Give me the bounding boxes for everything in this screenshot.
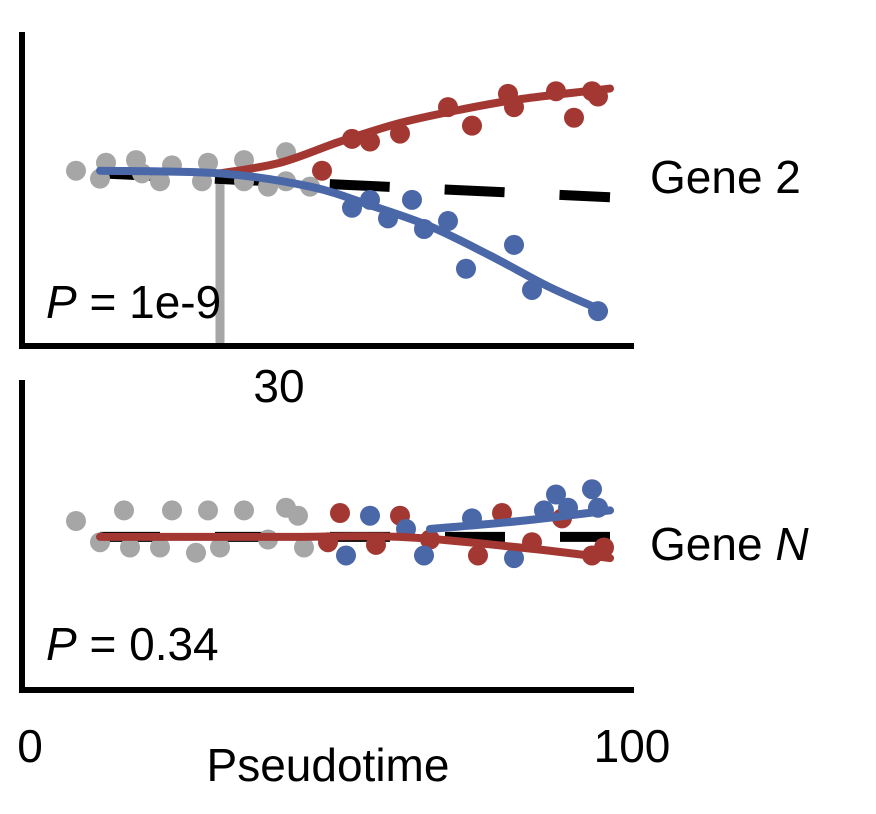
panel-1-blue-point-6	[456, 258, 476, 279]
panel-1-gray-point-5	[150, 171, 170, 192]
panel-2-blue-point-7	[546, 484, 566, 505]
panel-1-red-point-5	[462, 115, 482, 136]
panel-2-gray-point-5	[162, 500, 182, 521]
panel-2-gene-label: Gene N	[650, 518, 809, 570]
panel-2-gray-point-13	[294, 537, 314, 558]
x-axis-title: Pseudotime	[207, 739, 450, 791]
panel-1-red-point-9	[564, 107, 584, 128]
panel-2-blue-point-9	[582, 479, 602, 500]
panel-2-red-point-10	[594, 537, 614, 558]
panel-1-gray-point-8	[198, 152, 218, 173]
panel-2-blue-fit-line	[426, 506, 614, 533]
panel-2-blue-point-0	[336, 545, 356, 566]
panel-1-red-point-3	[390, 123, 410, 144]
x-axis-min-label: 0	[17, 720, 43, 772]
panel-2-gray-point-9	[234, 500, 254, 521]
panel-gene-2: Gene 2 P = 1e-9 30	[19, 32, 801, 412]
panel-1-p-value: P = 1e-9	[46, 276, 221, 328]
panel-2-blue-point-3	[414, 545, 434, 566]
panel-gene-n: Gene N P = 0.34	[19, 380, 809, 693]
panel-2-gray-point-3	[120, 537, 140, 558]
panel-1-gene-label: Gene 2	[650, 151, 801, 203]
panel-2-blue-point-5	[504, 548, 524, 569]
panel-1-blue-point-5	[438, 211, 458, 232]
panel-2-red-fit-line	[96, 532, 614, 563]
panel-1-red-fit-line	[216, 84, 614, 178]
branch-point-label: 30	[253, 360, 304, 412]
x-axis-max-label: 100	[594, 720, 671, 772]
panel-1-blue-fit-line	[96, 166, 608, 316]
panel-2-gray-point-4	[150, 537, 170, 558]
panel-2-red-point-6	[492, 503, 512, 524]
panel-1-marks	[66, 81, 614, 343]
panel-2-gray-point-2	[114, 500, 134, 521]
panel-2-blue-point-1	[360, 505, 380, 526]
panel-1-blue-point-3	[402, 189, 422, 210]
panel-1-red-point-0	[312, 160, 332, 181]
panel-2-red-point-5	[468, 545, 488, 566]
panel-2-marks	[66, 479, 614, 569]
panel-2-gray-point-7	[198, 500, 218, 521]
panel-2-red-point-1	[330, 503, 350, 524]
panel-1-blue-point-7	[504, 234, 524, 255]
panel-1-null-fit-line	[99, 168, 611, 203]
panel-2-gray-point-12	[288, 505, 308, 526]
panel-2-gray-point-8	[210, 537, 230, 558]
panel-2-p-value: P = 0.34	[46, 618, 219, 670]
panel-2-gray-point-0	[66, 511, 86, 531]
panel-1-gray-point-0	[66, 160, 86, 181]
panel-2-gray-point-6	[186, 542, 206, 563]
